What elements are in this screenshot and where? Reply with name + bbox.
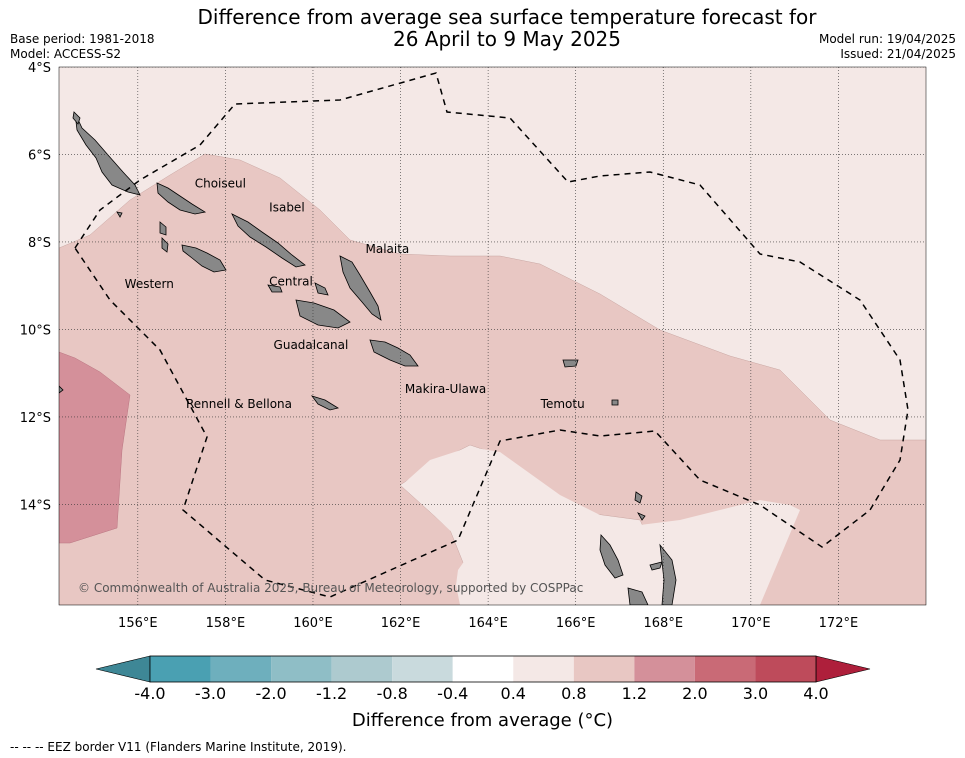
- colorbar-tick-label: -1.2: [316, 684, 347, 703]
- lat-tick-label: 8°S: [28, 236, 51, 251]
- lon-tick-label: 170°E: [731, 616, 771, 631]
- colorbar-segment: [452, 656, 514, 682]
- island-buka: [72, 111, 81, 125]
- map-frame: [58, 66, 927, 606]
- colorbar-tick-label: -3.0: [195, 684, 226, 703]
- colorbar-label: Difference from average (°C): [351, 710, 614, 731]
- colorbar-segment: [392, 656, 453, 682]
- colorbar: -4.0 -3.0 -2.0 -1.2 -0.8 -0.4 0.4 0.8 1.2 2.0 3.0 4…: [95, 655, 871, 703]
- colorbar-tick-label: 0.4: [501, 684, 526, 703]
- island-choiseul: [156, 182, 207, 215]
- lon-tick-label: 168°E: [644, 616, 684, 631]
- anomaly-pocket-light-2: [456, 553, 485, 605]
- island-central: [267, 284, 283, 293]
- eez-border: [74, 72, 909, 598]
- colorbar-segment: [210, 656, 272, 682]
- lat-tick-label: 10°S: [20, 323, 51, 338]
- base-period: Base period: 1981-2018: [10, 32, 155, 46]
- lon-tick-label: 166°E: [556, 616, 596, 631]
- island-makira: [369, 339, 419, 367]
- colorbar-frame: [149, 655, 817, 683]
- region-label: Rennell & Bellona: [186, 397, 292, 411]
- island-rennell: [310, 395, 340, 411]
- island-banks-2: [637, 512, 646, 521]
- colorbar-tick-label: -2.0: [255, 684, 286, 703]
- island-vanuatu-2: [627, 587, 649, 605]
- land-masses: [59, 111, 677, 605]
- colorbar-segment: [755, 656, 816, 682]
- colorbar-segment: [573, 656, 635, 682]
- colorbar-segment: [513, 656, 574, 682]
- colorbar-tick-label: -4.0: [134, 684, 165, 703]
- island-ranongga: [161, 237, 169, 253]
- region-label: Western: [125, 277, 174, 291]
- region-label: Guadalcanal: [274, 338, 349, 352]
- region-label: Temotu: [540, 397, 585, 411]
- issued-date: Issued: 21/04/2025: [840, 47, 956, 61]
- island-bougainville: [74, 112, 141, 196]
- colorbar-tick-label: 2.0: [682, 684, 707, 703]
- lon-tick-label: 164°E: [468, 616, 508, 631]
- island-russell: [314, 282, 329, 296]
- colorbar-over-arrow: [815, 655, 871, 683]
- island-vanuatu-3: [659, 543, 677, 605]
- island-guadalcanal: [295, 299, 351, 329]
- island-new-georgia: [181, 244, 227, 273]
- colorbar-segment: [271, 656, 332, 682]
- colorbar-under-arrow: [95, 655, 151, 683]
- graticule: [59, 67, 926, 605]
- colorbar-segment: [150, 656, 211, 682]
- map-credit: © Commonwealth of Australia 2025, Bureau…: [78, 581, 583, 595]
- anomaly-pocket-light: [402, 447, 800, 605]
- lon-tick-label: 156°E: [118, 616, 158, 631]
- island-torres: [649, 561, 663, 571]
- island-malaita: [339, 255, 382, 321]
- lon-tick-label: 160°E: [293, 616, 333, 631]
- title-line-1: Difference from average sea surface temp…: [197, 5, 817, 29]
- island-west-edge: [59, 385, 64, 394]
- island-vanikoro: [611, 399, 619, 406]
- colorbar-segment: [634, 656, 695, 682]
- island-shortland: [116, 211, 123, 218]
- colorbar-tick-label: -0.4: [437, 684, 468, 703]
- footer-eez-note: -- -- -- EEZ border V11 (Flanders Marine…: [10, 740, 347, 754]
- anomaly-band-dark: [59, 351, 131, 544]
- colorbar-tick-label: 4.0: [803, 684, 828, 703]
- lat-tick-label: 14°S: [20, 498, 51, 513]
- lon-tick-label: 162°E: [381, 616, 421, 631]
- map-plot-area: © Commonwealth of Australia 2025, Bureau…: [59, 67, 926, 605]
- colorbar-tick-label: 1.2: [622, 684, 647, 703]
- colorbar-tick-label: -0.8: [377, 684, 408, 703]
- island-santa-cruz: [562, 359, 579, 368]
- island-banks: [634, 491, 643, 504]
- colorbar-tick-label: 0.8: [561, 684, 586, 703]
- lon-tick-label: 158°E: [206, 616, 246, 631]
- colorbar-segment: [331, 656, 393, 682]
- model-run: Model run: 19/04/2025: [818, 32, 956, 46]
- region-label: Malaita: [366, 242, 410, 256]
- region-labels: Choiseul Isabel Malaita Western Central Guada…: [125, 176, 585, 411]
- region-label: Makira-Ulawa: [405, 382, 486, 396]
- lat-tick-label: 6°S: [28, 148, 51, 163]
- axis-ticks: 156°E 158°E 160°E 162°E 164°E 166°E 168°E 170°E…: [20, 61, 858, 631]
- colorbar-tick-label: 3.0: [743, 684, 768, 703]
- lon-tick-label: 172°E: [819, 616, 859, 631]
- title-line-2: 26 April to 9 May 2025: [393, 27, 621, 51]
- region-label: Choiseul: [195, 176, 246, 190]
- region-label: Isabel: [269, 200, 304, 214]
- lat-tick-label: 12°S: [20, 411, 51, 426]
- island-vanuatu-north: [599, 534, 624, 579]
- island-vella: [159, 221, 167, 236]
- island-isabel: [231, 213, 306, 268]
- lat-tick-label: 4°S: [28, 61, 51, 76]
- model-name: Model: ACCESS-S2: [10, 47, 122, 61]
- colorbar-segment: [694, 656, 756, 682]
- region-label: Central: [269, 275, 313, 289]
